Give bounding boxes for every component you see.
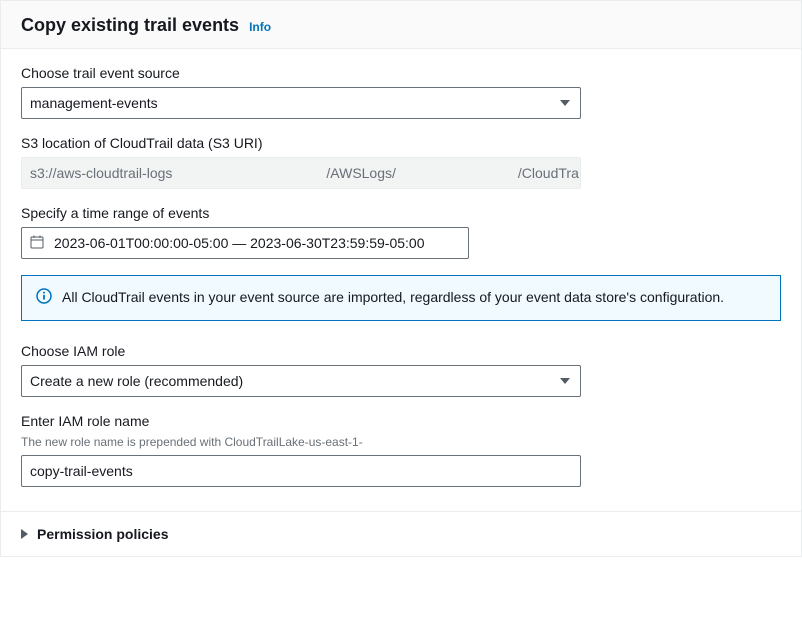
info-link[interactable]: Info — [249, 20, 271, 34]
panel-body: Choose trail event source management-eve… — [1, 49, 801, 511]
permission-policies-title: Permission policies — [37, 526, 169, 542]
info-icon — [36, 288, 52, 307]
copy-trail-events-panel: Copy existing trail events Info Choose t… — [0, 0, 802, 557]
permission-policies-toggle[interactable]: Permission policies — [1, 511, 801, 556]
field-iam-role: Choose IAM role Create a new role (recom… — [21, 343, 781, 397]
iam-role-name-label: Enter IAM role name — [21, 413, 781, 429]
panel-title: Copy existing trail events — [21, 15, 239, 36]
s3-seg2: /AWSLogs/ — [326, 165, 396, 181]
info-banner-text: All CloudTrail events in your event sour… — [62, 288, 724, 308]
iam-role-value[interactable]: Create a new role (recommended) — [21, 365, 581, 397]
iam-role-text: Create a new role (recommended) — [30, 373, 243, 389]
time-range-label: Specify a time range of events — [21, 205, 781, 221]
field-time-range: Specify a time range of events 2023-06-0… — [21, 205, 781, 259]
field-iam-role-name: Enter IAM role name The new role name is… — [21, 413, 781, 487]
field-event-source: Choose trail event source management-eve… — [21, 65, 781, 119]
s3-location-value: s3://aws-cloudtrail-logs /AWSLogs/ /Clou… — [21, 157, 581, 189]
calendar-icon — [30, 235, 44, 252]
s3-seg3: /CloudTra — [518, 165, 579, 181]
event-source-text: management-events — [30, 95, 158, 111]
iam-role-name-hint: The new role name is prepended with Clou… — [21, 435, 781, 449]
s3-location-label: S3 location of CloudTrail data (S3 URI) — [21, 135, 781, 151]
chevron-right-icon — [21, 526, 29, 542]
time-range-value: 2023-06-01T00:00:00-05:00 — 2023-06-30T2… — [54, 235, 425, 251]
field-s3-location: S3 location of CloudTrail data (S3 URI) … — [21, 135, 781, 189]
iam-role-name-input[interactable] — [21, 455, 581, 487]
iam-role-label: Choose IAM role — [21, 343, 781, 359]
event-source-select[interactable]: management-events — [21, 87, 581, 119]
chevron-down-icon — [555, 365, 575, 397]
chevron-down-icon — [555, 87, 575, 119]
panel-header: Copy existing trail events Info — [1, 1, 801, 49]
time-range-picker[interactable]: 2023-06-01T00:00:00-05:00 — 2023-06-30T2… — [21, 227, 469, 259]
s3-seg1: s3://aws-cloudtrail-logs — [30, 165, 172, 181]
event-source-value[interactable]: management-events — [21, 87, 581, 119]
iam-role-select[interactable]: Create a new role (recommended) — [21, 365, 581, 397]
info-banner: All CloudTrail events in your event sour… — [21, 275, 781, 321]
event-source-label: Choose trail event source — [21, 65, 781, 81]
